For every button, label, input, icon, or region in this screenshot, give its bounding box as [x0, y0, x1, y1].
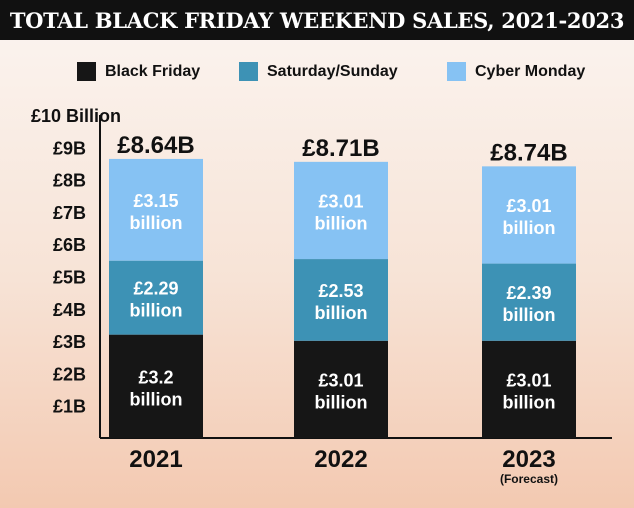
y-tick-label: £7B: [53, 203, 86, 223]
y-tick-label: £6B: [53, 235, 86, 255]
x-tick-label-2021: 2021: [129, 446, 182, 473]
data-label-saturday-sunday-2022: £2.53 billion: [315, 281, 368, 323]
legend-item-saturday-sunday: Saturday/Sunday: [239, 62, 398, 81]
legend-label-black-friday: Black Friday: [105, 62, 201, 80]
legend-item-black-friday: Black Friday: [77, 62, 200, 81]
data-label-black-friday-2022: £3.01 billion: [315, 370, 368, 412]
legend-label-cyber-monday: Cyber Monday: [475, 62, 586, 80]
y-tick-label: £5B: [53, 268, 86, 288]
y-tick-label: £3B: [53, 332, 86, 352]
data-label-black-friday-2021: £3.2 billion: [130, 367, 183, 409]
legend-swatch-cyber-monday: [447, 62, 466, 81]
data-label-black-friday-2023: £3.01 billion: [503, 370, 556, 412]
y-tick-label: £4B: [53, 300, 86, 320]
chart-title: TOTAL BLACK FRIDAY WEEKEND SALES, 2021-2…: [0, 0, 634, 40]
bar-segment-saturday-sunday-2022: [294, 259, 388, 341]
data-label-cyber-monday-2023: £3.01 billion: [503, 196, 556, 238]
x-tick-label-2022: 2022: [314, 446, 367, 473]
bar-segment-black-friday-2022: [294, 340, 388, 438]
legend-swatch-black-friday: [77, 62, 96, 81]
bar-segment-cyber-monday-2021: [109, 158, 203, 261]
x-tick-label-2023: 2023: [502, 446, 555, 473]
total-label-2022: £8.71B: [302, 135, 379, 162]
data-label-cyber-monday-2022: £3.01 billion: [315, 191, 368, 233]
x-tick-sublabel-2023: (Forecast): [500, 472, 558, 486]
total-label-2023: £8.74B: [490, 139, 567, 166]
y-tick-label: £10 Billion: [31, 106, 121, 126]
y-tick-label: £8B: [53, 171, 86, 191]
y-tick-label: £1B: [53, 397, 86, 417]
legend-item-cyber-monday: Cyber Monday: [447, 62, 585, 81]
data-label-saturday-sunday-2021: £2.29 billion: [130, 279, 183, 321]
bar-segment-cyber-monday-2022: [294, 161, 388, 260]
legend-swatch-saturday-sunday: [239, 62, 258, 81]
y-tick-label: £2B: [53, 364, 86, 384]
bar-segment-saturday-sunday-2021: [109, 260, 203, 335]
data-label-saturday-sunday-2023: £2.39 billion: [503, 283, 556, 325]
legend-label-saturday-sunday: Saturday/Sunday: [267, 62, 398, 80]
y-tick-label: £9B: [53, 138, 86, 158]
bar-segment-black-friday-2023: [482, 340, 576, 438]
data-label-cyber-monday-2021: £3.15 billion: [130, 191, 183, 233]
bar-segment-saturday-sunday-2023: [482, 263, 576, 341]
legend: Black Friday Saturday/Sunday Cyber Monda…: [0, 62, 634, 84]
bar-segment-cyber-monday-2023: [482, 166, 576, 264]
total-label-2021: £8.64B: [117, 132, 194, 159]
bar-segment-black-friday-2021: [109, 334, 203, 438]
